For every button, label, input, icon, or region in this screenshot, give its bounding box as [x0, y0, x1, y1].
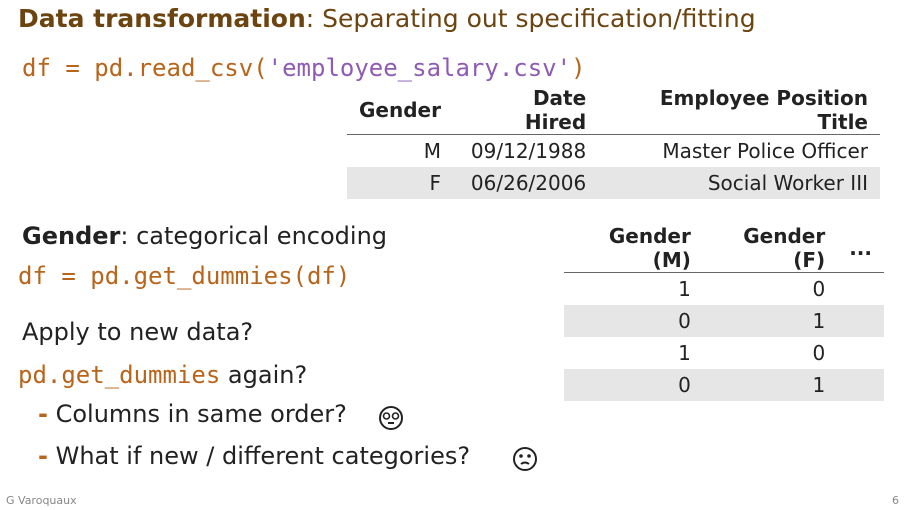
title-rest: : Separating out specification/fitting [305, 4, 756, 33]
bullet-marker: - [38, 400, 48, 428]
question: Apply to new data? [22, 318, 254, 346]
code-line: df = pd.read_csv('employee_salary.csv') [22, 54, 586, 82]
code: df = pd.read_csv( [22, 54, 268, 82]
cell: M [423, 139, 441, 163]
confused-face-icon [513, 447, 537, 471]
bullet-text: What if new / different categories? [55, 442, 471, 470]
cell: 0 [564, 305, 703, 337]
cell: 09/12/1988 [470, 139, 587, 163]
section-rest: : categorical encoding [120, 222, 388, 250]
text: again? [220, 361, 308, 389]
bullet: - What if new / different categories? [38, 442, 470, 470]
header-cell: Gender (F) [702, 224, 838, 273]
row: M 09/12/1988 Master Police Officer [347, 135, 880, 168]
header-cell: Gender (M) [564, 224, 703, 273]
header-row: Gender Date Hired Employee Position Title [347, 86, 880, 135]
cell: 0 [564, 369, 703, 401]
page-number: 6 [892, 494, 899, 507]
cell: Social Worker III [598, 167, 880, 199]
cell: 06/26/2006 [452, 167, 599, 199]
row: F 06/26/2006 Social Worker III [347, 167, 880, 199]
section-bold: Gender [22, 222, 121, 250]
code: ) [571, 54, 586, 82]
cell: 1 [702, 369, 838, 401]
code-line: df = pd.get_dummies(df) [18, 262, 351, 290]
header-cell: Employee Position Title [598, 86, 880, 135]
question: pd.get_dummies again? [18, 361, 307, 389]
bullet: - Columns in same order? [38, 400, 347, 428]
section-heading: Gender: categorical encoding [22, 222, 387, 250]
cell: 0 [812, 277, 826, 301]
bullet-text: Columns in same order? [55, 400, 347, 428]
code: pd.get_dummies [18, 361, 221, 389]
cell: 1 [678, 277, 691, 301]
cell: 1 [678, 341, 691, 365]
cell: F [347, 167, 453, 199]
header-cell: Date Hired [452, 86, 599, 135]
header-row: Gender (M) Gender (F)... [564, 224, 884, 273]
title: Data transformation: Separating out spec… [18, 4, 756, 33]
title-bold: Data transformation [18, 4, 306, 33]
bullet-marker: - [38, 442, 48, 470]
header-cell: Gender [347, 86, 453, 135]
footer-author: G Varoquaux [6, 494, 77, 507]
cell: 1 [702, 305, 838, 337]
header-cell: ... [837, 224, 884, 273]
code-string: 'employee_salary.csv' [267, 54, 572, 82]
cell: Master Police Officer [662, 139, 868, 163]
table: Gender Date Hired Employee Position Title … [347, 86, 880, 199]
cell: 0 [812, 341, 826, 365]
flushed-face-icon [379, 406, 403, 430]
